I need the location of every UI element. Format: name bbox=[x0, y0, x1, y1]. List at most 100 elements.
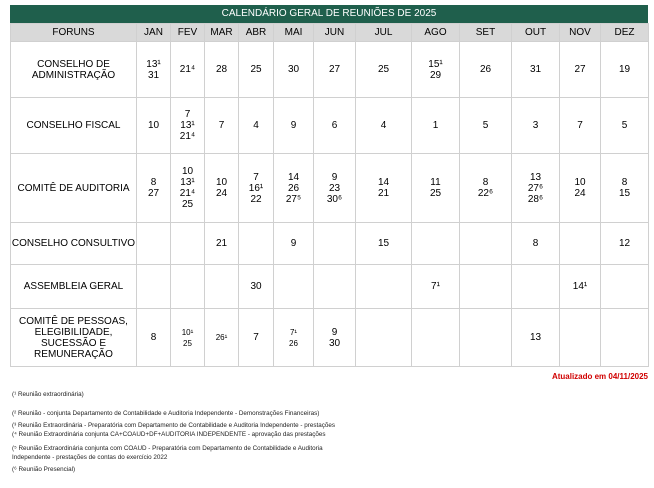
date-cell: 26 bbox=[459, 41, 512, 98]
date-cell: 13 bbox=[511, 308, 560, 367]
meeting-date: 21 bbox=[377, 188, 390, 199]
meeting-date: 25 bbox=[429, 188, 442, 199]
date-cell: 5 bbox=[459, 97, 512, 154]
forum-name-line: CONSELHO DE bbox=[37, 58, 110, 70]
table-row: CONSELHO FISCAL 10 7 13¹ 21⁴ 7 4 9 6 4 1 5 3 7 5 bbox=[10, 97, 649, 154]
meeting-date: 21⁴ bbox=[179, 64, 196, 75]
meeting-date: 8 bbox=[482, 177, 489, 188]
date-cell: 7¹ bbox=[411, 264, 460, 309]
meeting-date: 26 bbox=[479, 64, 492, 75]
date-cell bbox=[559, 222, 601, 265]
meeting-date: 7 bbox=[184, 109, 191, 120]
meeting-date: 7¹ bbox=[431, 281, 440, 292]
table-row: COMITÊ DE AUDITORIA 8 27 10 13¹ 21⁴ 25 10 24 7 16¹… bbox=[10, 153, 649, 223]
header-cell: JAN bbox=[136, 23, 171, 42]
meeting-date: 25 bbox=[183, 338, 192, 348]
meeting-date: 6 bbox=[331, 120, 338, 131]
meeting-date: 30 bbox=[250, 281, 262, 292]
meeting-date: 23 bbox=[328, 182, 341, 194]
date-cell: 21⁴ bbox=[170, 41, 205, 98]
date-cell: 7 bbox=[238, 308, 274, 367]
forum-name-line: ELEGIBILIDADE, bbox=[34, 326, 113, 338]
date-cell: 15 bbox=[355, 222, 412, 265]
forum-name: CONSELHO CONSULTIVO bbox=[10, 222, 137, 265]
meeting-date: 10 bbox=[215, 177, 228, 188]
meeting-date: 8 bbox=[150, 332, 157, 343]
date-cell: 5 bbox=[600, 97, 649, 154]
date-cell: 9 bbox=[273, 222, 314, 265]
date-cell: 25 bbox=[238, 41, 274, 98]
date-cell bbox=[170, 264, 205, 309]
date-cell: 9 30 bbox=[313, 308, 356, 367]
forum-name-line: REMUNERAÇÃO bbox=[34, 348, 113, 360]
forum-name: COMITÊ DE PESSOAS, ELEGIBILIDADE, SUCESSÃO… bbox=[10, 308, 137, 367]
date-cell bbox=[459, 308, 512, 367]
date-cell bbox=[355, 264, 412, 309]
meeting-date: 14 bbox=[287, 171, 300, 183]
meeting-date: 26¹ bbox=[215, 333, 228, 342]
date-cell: 10 13¹ 21⁴ 25 bbox=[170, 153, 205, 223]
date-cell: 27 bbox=[559, 41, 601, 98]
date-cell bbox=[170, 222, 205, 265]
meeting-date: 27 bbox=[574, 64, 586, 75]
date-cell: 30 bbox=[238, 264, 274, 309]
meeting-date: 26 bbox=[289, 338, 298, 348]
forum-name: CONSELHO FISCAL bbox=[10, 97, 137, 154]
meeting-date: 15 bbox=[618, 188, 631, 199]
meeting-date: 13 bbox=[529, 171, 542, 183]
header-cell: ABR bbox=[238, 23, 274, 42]
header-row: FORUNS JAN FEV MAR ABR MAI JUN JUL AGO SET OUT NOV D… bbox=[10, 23, 649, 42]
date-cell: 25 bbox=[355, 41, 412, 98]
forum-name: COMITÊ DE AUDITORIA bbox=[10, 153, 137, 223]
date-cell: 9 23 30⁶ bbox=[313, 153, 356, 223]
meeting-date: 15 bbox=[377, 238, 390, 249]
date-cell: 8 15 bbox=[600, 153, 649, 223]
header-cell: DEZ bbox=[600, 23, 649, 42]
date-cell: 28 bbox=[204, 41, 239, 98]
date-cell: 26¹ bbox=[204, 308, 239, 367]
meeting-date: 21⁴ bbox=[179, 131, 196, 142]
forum-name-line: CONSELHO CONSULTIVO bbox=[11, 238, 136, 249]
meeting-date: 22⁶ bbox=[477, 188, 494, 199]
meeting-date: 14¹ bbox=[572, 281, 588, 292]
table-row: COMITÊ DE PESSOAS, ELEGIBILIDADE, SUCESSÃO… bbox=[10, 308, 649, 367]
date-cell: 7 bbox=[204, 97, 239, 154]
meeting-date: 3 bbox=[532, 120, 539, 131]
meeting-date: 5 bbox=[482, 120, 489, 131]
date-cell: 19 bbox=[600, 41, 649, 98]
table-row: ASSEMBLEIA GERAL 30 7¹ 14¹ bbox=[10, 264, 649, 309]
header-cell: NOV bbox=[559, 23, 601, 42]
meeting-date: 26 bbox=[287, 182, 300, 194]
forum-name-line: SUCESSÃO E bbox=[40, 337, 107, 349]
meeting-date: 13¹ bbox=[180, 120, 195, 131]
forum-name: ASSEMBLEIA GERAL bbox=[10, 264, 137, 309]
meeting-date: 30 bbox=[328, 337, 341, 349]
footnote-line: (⁶ Reunião Presencial) bbox=[12, 466, 76, 473]
meeting-date: 4 bbox=[253, 120, 259, 131]
footnote-line: (¹ Reunião extraordinária) bbox=[12, 391, 84, 398]
meeting-date: 8 bbox=[621, 177, 628, 188]
footnote: (³ Reunião Extraordinária - Preparatória… bbox=[12, 421, 335, 430]
date-cell: 27 bbox=[313, 41, 356, 98]
date-cell: 7 13¹ 21⁴ bbox=[170, 97, 205, 154]
footnote-line: (⁴ Reunião Extraordinária conjunta CA+CO… bbox=[12, 431, 326, 438]
meeting-date: 9 bbox=[290, 238, 297, 249]
meeting-date: 7 bbox=[253, 332, 259, 343]
meeting-date: 13¹ bbox=[146, 58, 161, 70]
date-cell: 21 bbox=[204, 222, 239, 265]
date-cell: 9 bbox=[273, 97, 314, 154]
meeting-date: 28⁶ bbox=[527, 193, 544, 205]
header-cell: FORUNS bbox=[10, 23, 137, 42]
date-cell: 4 bbox=[355, 97, 412, 154]
meeting-date: 9 bbox=[290, 120, 297, 131]
meeting-date: 24 bbox=[215, 188, 228, 199]
header-cell: MAI bbox=[273, 23, 314, 42]
footnote-line: (² Reunião - conjunta Departamento de Co… bbox=[12, 410, 320, 417]
meeting-date: 31 bbox=[529, 64, 542, 75]
date-cell bbox=[411, 222, 460, 265]
forum-name-line: ADMINISTRAÇÃO bbox=[31, 69, 116, 81]
meeting-date: 7 bbox=[218, 120, 225, 131]
date-cell bbox=[600, 264, 649, 309]
date-cell: 30 bbox=[273, 41, 314, 98]
